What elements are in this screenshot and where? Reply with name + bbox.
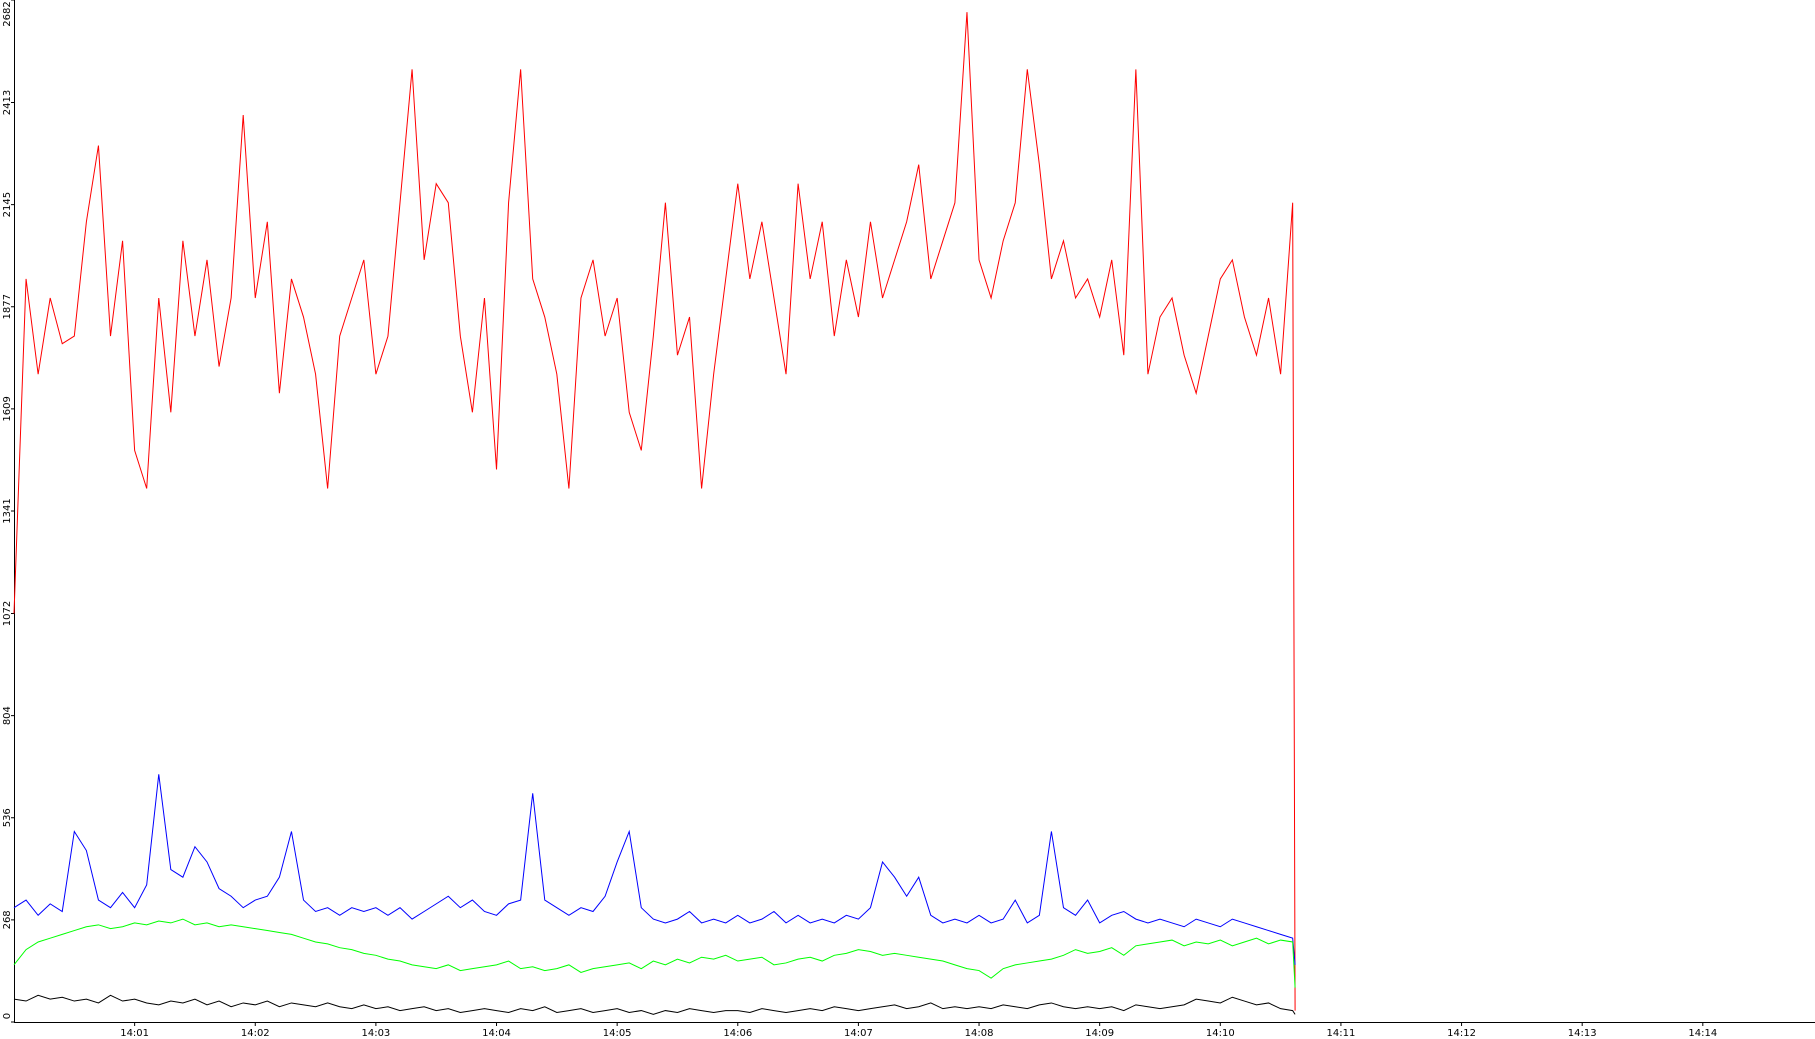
y-tick-label: 1341 xyxy=(2,498,13,523)
x-tick-label: 14:04 xyxy=(482,1028,511,1039)
x-tick-label: 14:08 xyxy=(965,1028,994,1039)
y-tick-label: 268 xyxy=(2,910,13,929)
y-tick-label: 2682 xyxy=(2,1,13,26)
series-line xyxy=(13,12,1296,1011)
x-tick-label: 14:14 xyxy=(1688,1028,1717,1039)
x-tick-label: 14:10 xyxy=(1206,1028,1235,1039)
y-tick-label: 2413 xyxy=(2,90,13,115)
x-tick-label: 14:11 xyxy=(1327,1028,1356,1039)
x-tick-label: 14:03 xyxy=(361,1028,390,1039)
x-tick-label: 14:02 xyxy=(241,1028,270,1039)
y-tick-label: 2145 xyxy=(2,192,13,217)
x-tick-label: 14:07 xyxy=(844,1028,873,1039)
y-tick-label: 1877 xyxy=(2,294,13,319)
x-tick-label: 14:05 xyxy=(603,1028,632,1039)
x-tick-label: 14:01 xyxy=(120,1028,149,1039)
series-line xyxy=(13,918,1296,988)
series-line xyxy=(13,994,1296,1015)
series-line xyxy=(13,774,1296,965)
y-tick-label: 804 xyxy=(2,706,13,725)
y-tick-label: 0 xyxy=(2,1013,13,1019)
x-tick-label: 14:06 xyxy=(723,1028,752,1039)
y-tick-label: 536 xyxy=(2,808,13,827)
x-tick-label: 14:13 xyxy=(1568,1028,1597,1039)
y-tick-label: 1072 xyxy=(2,601,13,626)
x-tick-label: 14:09 xyxy=(1085,1028,1114,1039)
x-tick-label: 14:12 xyxy=(1447,1028,1476,1039)
y-tick-label: 1609 xyxy=(2,396,13,421)
